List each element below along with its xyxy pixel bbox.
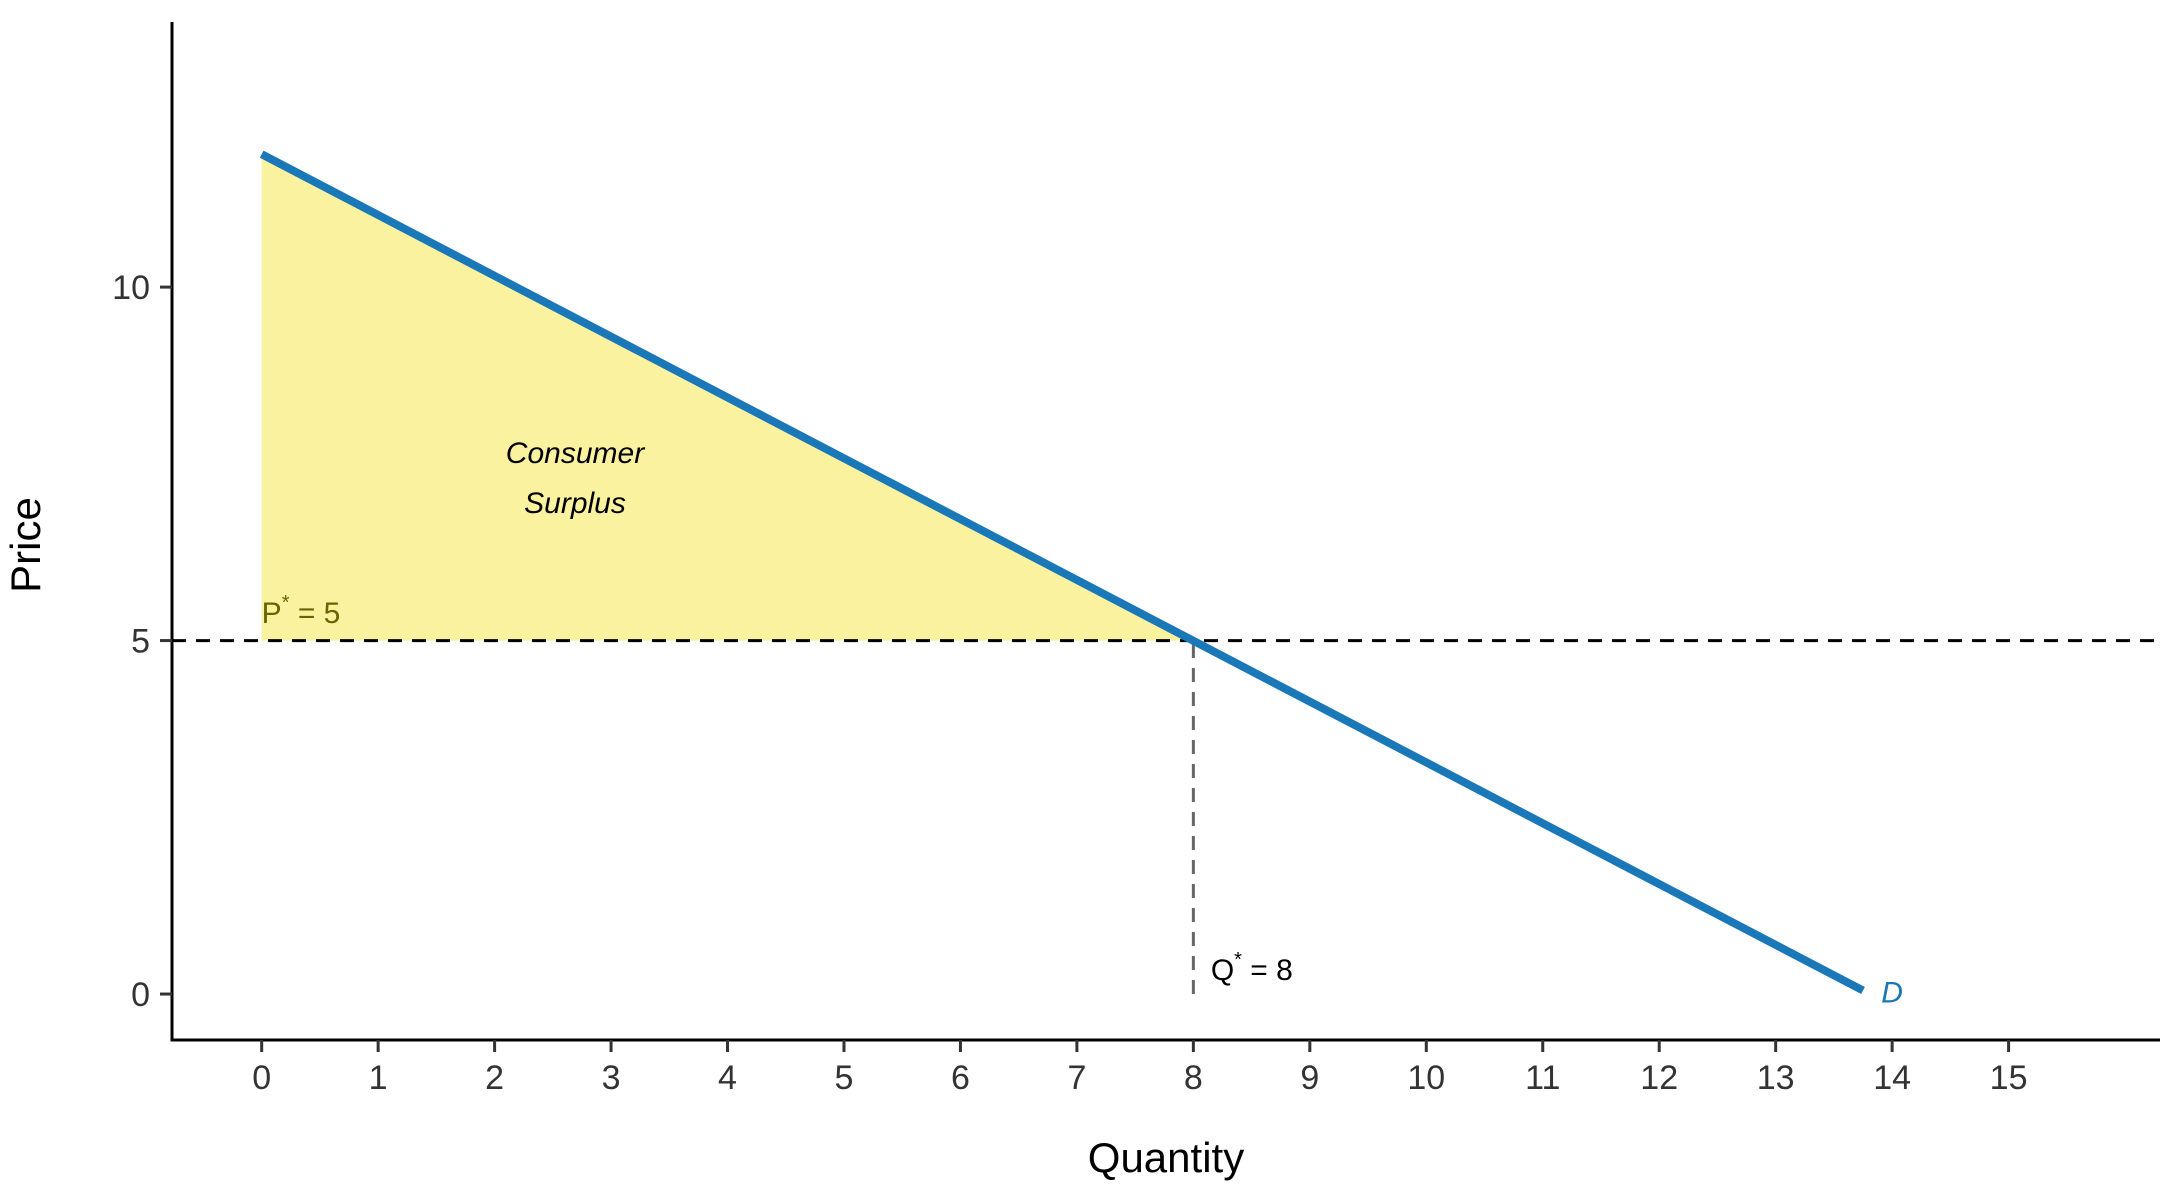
x-tick-label: 15 [1990, 1059, 2028, 1097]
x-tick-label: 3 [602, 1059, 621, 1097]
x-tick-label: 1 [369, 1059, 388, 1097]
equilibrium-quantity-label: Q* = 8 [1211, 949, 1293, 987]
reference-lines-layer [172, 639, 2160, 995]
x-tick-label: 11 [1525, 1059, 1560, 1097]
equilibrium-price-label: P* = 5 [262, 592, 341, 630]
x-tick-label: 8 [1184, 1059, 1203, 1097]
x-tick-label: 2 [485, 1059, 504, 1097]
consumer-surplus-label-line1: Consumer [506, 437, 645, 470]
x-tick-label: 13 [1757, 1059, 1795, 1097]
x-axis-title: Quantity [1088, 1134, 1244, 1181]
y-tick-label: 5 [131, 623, 150, 661]
x-tick-label: 6 [951, 1059, 970, 1097]
series-layer [259, 150, 1865, 995]
x-tick-label: 9 [1300, 1059, 1319, 1097]
annotations-layer: Consumer Surplus P* = 5 Q* = 8 D [262, 437, 1903, 1010]
demand-curve-label: D [1881, 977, 1903, 1010]
y-axis-title: Price [2, 497, 49, 593]
x-tick-label: 10 [1407, 1059, 1445, 1097]
x-tick-label: 14 [1873, 1059, 1911, 1097]
x-tick-label: 0 [252, 1059, 271, 1097]
y-tick-label: 0 [131, 976, 150, 1014]
demand-curve-line [259, 150, 1865, 995]
x-tick-label: 7 [1067, 1059, 1086, 1097]
consumer-surplus-label-line2: Surplus [524, 487, 626, 520]
x-tick-label: 12 [1640, 1059, 1678, 1097]
x-tick-label: 4 [718, 1059, 737, 1097]
y-tick-label: 10 [112, 269, 150, 307]
x-tick-label: 5 [835, 1059, 854, 1097]
